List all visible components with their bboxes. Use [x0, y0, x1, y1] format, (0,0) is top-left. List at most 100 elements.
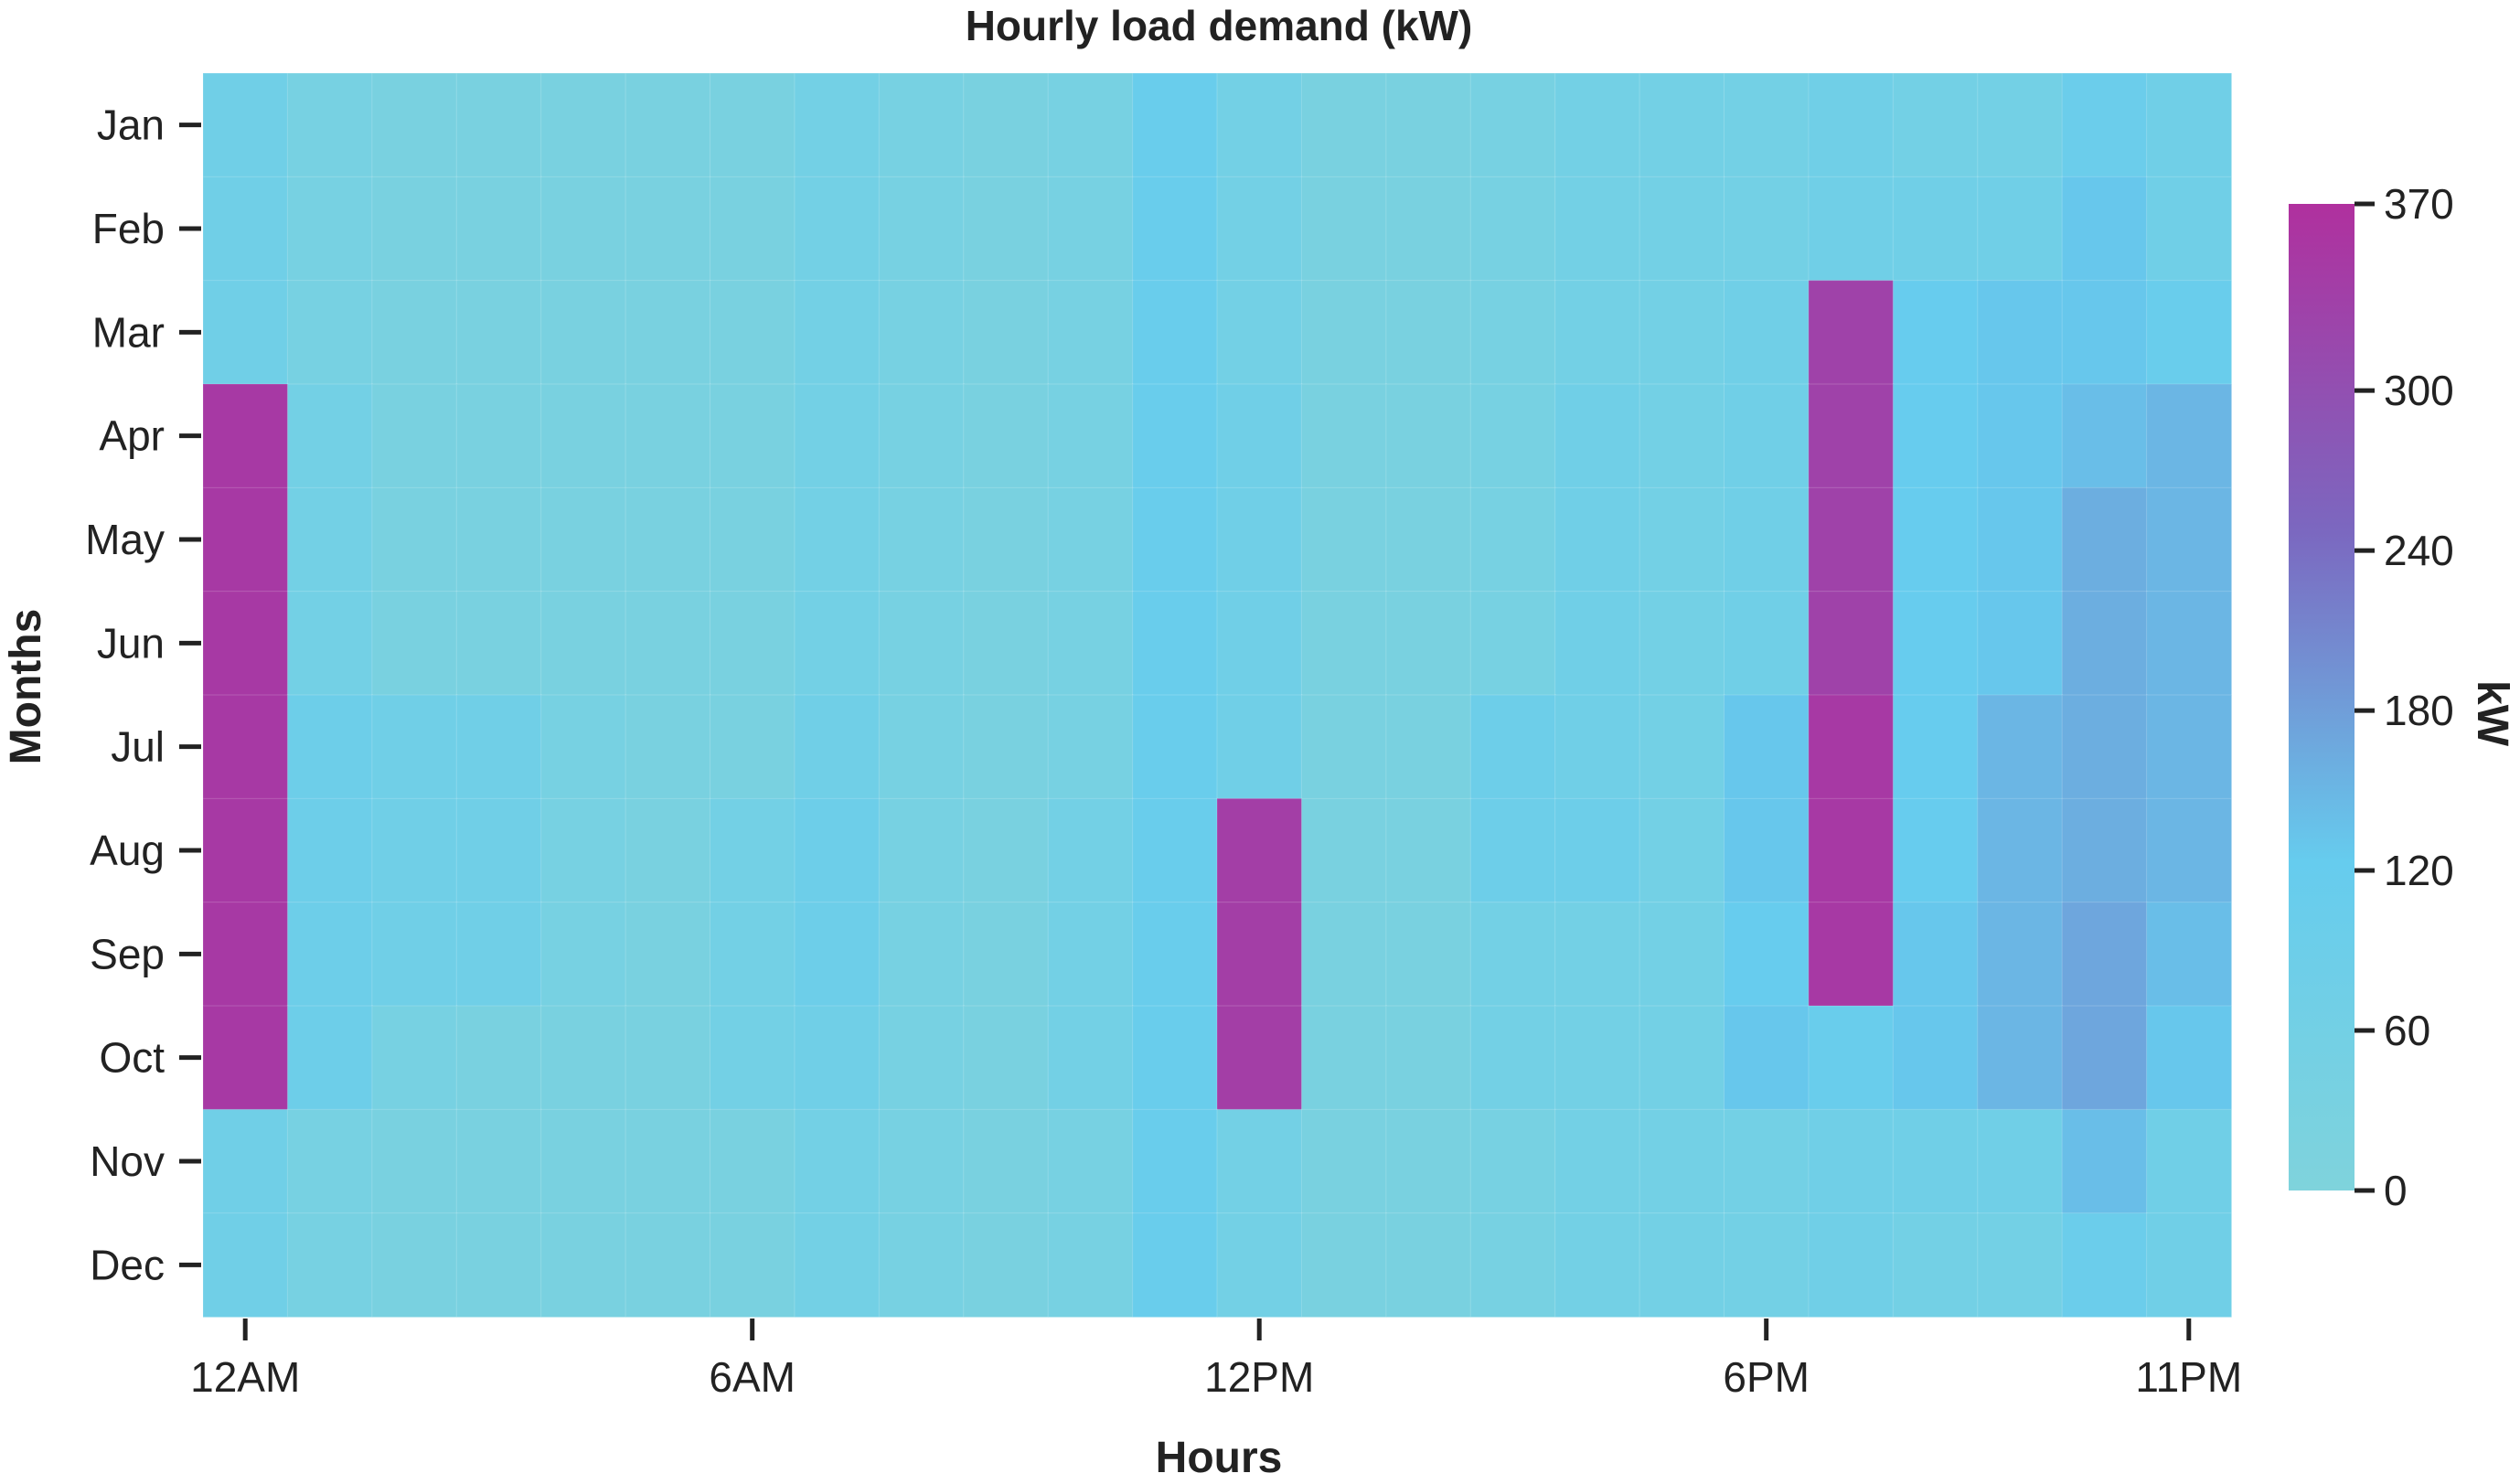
- heatmap-cell-apr-h19: [1808, 383, 1895, 489]
- heatmap-cell-dec-h18: [1724, 1212, 1810, 1319]
- heatmap-cell-jun-h22: [2061, 591, 2148, 697]
- heatmap-cell-sep-h11: [1132, 902, 1219, 1008]
- heatmap-cell-feb-h0: [202, 176, 289, 282]
- heatmap-cell-nov-h17: [1639, 1108, 1725, 1214]
- heatmap-cell-jan-h13: [1300, 72, 1387, 178]
- heatmap-cell-apr-h9: [963, 383, 1050, 489]
- heatmap-cell-feb-h5: [625, 176, 711, 282]
- heatmap-cell-jul-h14: [1385, 694, 1472, 800]
- heatmap-cell-dec-h7: [794, 1212, 881, 1319]
- heatmap-cell-jun-h13: [1300, 591, 1387, 697]
- heatmap-cell-mar-h20: [1892, 280, 1979, 386]
- heatmap-cell-jul-h18: [1724, 694, 1810, 800]
- heatmap-cell-nov-h7: [794, 1108, 881, 1214]
- heatmap-cell-aug-h8: [878, 797, 965, 903]
- heatmap-cell-mar-h13: [1300, 280, 1387, 386]
- heatmap-cell-oct-h13: [1300, 1005, 1387, 1111]
- heatmap-cell-jun-h18: [1724, 591, 1810, 697]
- heatmap-cell-aug-h5: [625, 797, 711, 903]
- heatmap-cell-oct-h4: [540, 1005, 627, 1111]
- heatmap-cell-may-h8: [878, 486, 965, 593]
- heatmap-cell-oct-h12: [1216, 1005, 1303, 1111]
- heatmap-cell-dec-h20: [1892, 1212, 1979, 1319]
- heatmap-cell-sep-h19: [1808, 902, 1895, 1008]
- heatmap-cell-mar-h3: [455, 280, 542, 386]
- heatmap-cell-aug-h21: [1977, 797, 2064, 903]
- heatmap-cell-feb-h3: [455, 176, 542, 282]
- heatmap-cell-jul-h17: [1639, 694, 1725, 800]
- heatmap-cell-feb-h11: [1132, 176, 1219, 282]
- heatmap-cell-may-h9: [963, 486, 1050, 593]
- heatmap-cell-nov-h23: [2146, 1108, 2233, 1214]
- heatmap-cell-may-h6: [710, 486, 796, 593]
- heatmap-cell-sep-h5: [625, 902, 711, 1008]
- heatmap-cell-apr-h17: [1639, 383, 1725, 489]
- heatmap-cell-dec-h23: [2146, 1212, 2233, 1319]
- x-tick-label: 12PM: [1204, 1353, 1314, 1401]
- heatmap-cell-mar-h16: [1554, 280, 1641, 386]
- heatmap-cell-apr-h2: [371, 383, 458, 489]
- heatmap-cell-jan-h16: [1554, 72, 1641, 178]
- heatmap-cell-apr-h6: [710, 383, 796, 489]
- heatmap-cell-jun-h10: [1047, 591, 1134, 697]
- colorbar: 0 60 120 180 240 300 370: [2289, 180, 2454, 1214]
- heatmap-cell-sep-h0: [202, 902, 289, 1008]
- colorbar-tick-label: 60: [2384, 1007, 2430, 1054]
- colorbar-gradient: [2289, 204, 2354, 1190]
- heatmap-cell-oct-h9: [963, 1005, 1050, 1111]
- heatmap-cell-apr-h4: [540, 383, 627, 489]
- heatmap-cell-jan-h21: [1977, 72, 2064, 178]
- colorbar-tick-label: 300: [2384, 367, 2454, 414]
- heatmap-cell-jan-h0: [202, 72, 289, 178]
- heatmap-cell-jan-h9: [963, 72, 1050, 178]
- heatmap-cell-jul-h4: [540, 694, 627, 800]
- x-tick-label: 6PM: [1723, 1353, 1810, 1401]
- heatmap-cell-nov-h2: [371, 1108, 458, 1214]
- heatmap-cell-dec-h4: [540, 1212, 627, 1319]
- heatmap-cell-oct-h1: [286, 1005, 373, 1111]
- heatmap-cell-jul-h19: [1808, 694, 1895, 800]
- heatmap-cell-jun-h16: [1554, 591, 1641, 697]
- heatmap-cell-oct-h7: [794, 1005, 881, 1111]
- heatmap-cell-apr-h13: [1300, 383, 1387, 489]
- y-tick-label: May: [85, 516, 165, 563]
- y-tick-label: Feb: [92, 205, 165, 252]
- heatmap-cell-jan-h14: [1385, 72, 1472, 178]
- heatmap-cell-oct-h6: [710, 1005, 796, 1111]
- heatmap-cell-apr-h21: [1977, 383, 2064, 489]
- heatmap-cell-dec-h11: [1132, 1212, 1219, 1319]
- heatmap-cell-may-h4: [540, 486, 627, 593]
- heatmap-cell-jul-h11: [1132, 694, 1219, 800]
- heatmap-cell-sep-h20: [1892, 902, 1979, 1008]
- heatmap-cell-apr-h12: [1216, 383, 1303, 489]
- heatmap-cell-feb-h12: [1216, 176, 1303, 282]
- heatmap-cell-mar-h6: [710, 280, 796, 386]
- heatmap-cell-sep-h7: [794, 902, 881, 1008]
- heatmap-cell-feb-h15: [1469, 176, 1556, 282]
- heatmap-cell-feb-h19: [1808, 176, 1895, 282]
- heatmap-cell-apr-h15: [1469, 383, 1556, 489]
- heatmap-cell-jan-h15: [1469, 72, 1556, 178]
- heatmap-cell-feb-h22: [2061, 176, 2148, 282]
- heatmap-cell-may-h5: [625, 486, 711, 593]
- heatmap-cell-aug-h0: [202, 797, 289, 903]
- heatmap-cell-jun-h20: [1892, 591, 1979, 697]
- heatmap-cell-dec-h12: [1216, 1212, 1303, 1319]
- heatmap-cell-jun-h17: [1639, 591, 1725, 697]
- heatmap-cell-dec-h2: [371, 1212, 458, 1319]
- colorbar-tick-label: 0: [2384, 1167, 2408, 1214]
- heatmap-cell-may-h19: [1808, 486, 1895, 593]
- heatmap-cell-jun-h23: [2146, 591, 2233, 697]
- heatmap-cell-dec-h5: [625, 1212, 711, 1319]
- heatmap-cell-sep-h13: [1300, 902, 1387, 1008]
- heatmap-cell-jul-h10: [1047, 694, 1134, 800]
- heatmap-cell-sep-h8: [878, 902, 965, 1008]
- heatmap-cells: [202, 72, 2233, 1319]
- y-tick-label: Jun: [97, 619, 165, 667]
- heatmap-cell-oct-h17: [1639, 1005, 1725, 1111]
- heatmap-cell-mar-h7: [794, 280, 881, 386]
- heatmap-cell-oct-h23: [2146, 1005, 2233, 1111]
- heatmap-cell-dec-h9: [963, 1212, 1050, 1319]
- heatmap-cell-nov-h11: [1132, 1108, 1219, 1214]
- heatmap-cell-jan-h7: [794, 72, 881, 178]
